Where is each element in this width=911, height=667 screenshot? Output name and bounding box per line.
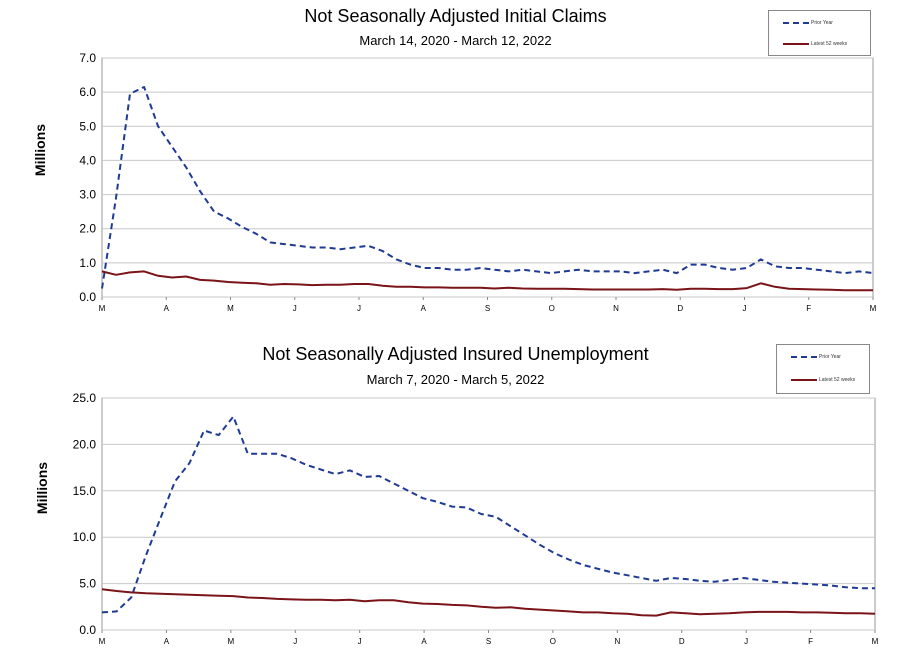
chart-1-y-tick-label: 6.0	[79, 85, 96, 99]
chart-1-plot-frame	[101, 57, 874, 298]
chart-2-y-tick-label: 15.0	[73, 484, 97, 498]
chart-2-x-tick-label: F	[808, 637, 813, 646]
chart-1-y-tick-label: 2.0	[79, 222, 96, 236]
chart-1-y-tick-label: 3.0	[79, 188, 96, 202]
chart-2-legend-label-latest: Latest 52 weeks	[819, 377, 856, 383]
chart-2-title: Not Seasonally Adjusted Insured Unemploy…	[262, 344, 649, 364]
chart-2-legend-item-latest: Latest 52 weeks	[777, 375, 869, 385]
chart-2-x-tick-label: J	[744, 637, 748, 646]
chart-2-x-tick-label: M	[227, 637, 234, 646]
chart-2-x-tick-label: J	[293, 637, 297, 646]
chart-1-x-tick-label: A	[164, 304, 170, 313]
chart-2-x-tick-label: J	[358, 637, 362, 646]
chart-1-x-tick-label: A	[421, 304, 427, 313]
chart-2-x-tick-label: N	[614, 637, 620, 646]
chart-2-legend: Prior Year Latest 52 weeks	[776, 344, 870, 394]
chart-1-x-tick-label: S	[485, 304, 490, 313]
chart-1-x-tick-label: J	[743, 304, 747, 313]
chart-2-series-latest-52-weeks-line	[101, 588, 876, 617]
chart-2-x-tick-label: O	[550, 637, 556, 646]
chart-2-y-tick-label: 5.0	[79, 577, 96, 591]
chart-1-x-tick-label: M	[99, 304, 106, 313]
chart-2-legend-label-prior: Prior Year	[819, 354, 841, 360]
chart-2-y-tick-label: 20.0	[73, 437, 97, 451]
chart-1-y-tick-label: 1.0	[79, 256, 96, 270]
chart-1-legend-item-latest: Latest 52 weeks	[769, 39, 870, 49]
chart-2-y-tick-label: 25.0	[73, 391, 97, 405]
chart-1-y-tick-label: 5.0	[79, 119, 96, 133]
chart-1-subtitle: March 14, 2020 - March 12, 2022	[359, 33, 552, 48]
chart-1-legend-item-prior: Prior Year	[769, 18, 870, 28]
chart-2-x-tick-label: S	[486, 637, 491, 646]
chart-1-x-tick-label: D	[677, 304, 683, 313]
chart-1-x-tick-label: J	[293, 304, 297, 313]
chart-1-x-tick-label: M	[227, 304, 234, 313]
chart-1-series-prior-year-line	[101, 86, 874, 289]
chart-1-x-tick-label: M	[870, 304, 877, 313]
chart-1-y-tick-label: 7.0	[79, 51, 96, 65]
chart-2-plot: 0.0 5.0 10.0 15.0 20.0 25.0 M A M J J A S O N D J F M	[73, 391, 879, 646]
chart-1-y-tick-label: 0.0	[79, 290, 96, 304]
chart-1-legend: Prior Year Latest 52 weeks	[768, 10, 871, 56]
chart-1-legend-label-latest: Latest 52 weeks	[811, 41, 848, 47]
chart-2-x-tick-label: D	[679, 637, 685, 646]
chart-1-plot: 0.0 1.0 2.0 3.0 4.0 5.0 6.0 7.0 M A M J J A S O N D J F M	[79, 51, 877, 313]
chart-2-series-prior-year-line	[101, 415, 875, 614]
chart-1-y-tick-label: 4.0	[79, 153, 96, 167]
chart-2-y-tick-label: 0.0	[79, 623, 96, 637]
chart-2-x-tick-label: A	[164, 637, 170, 646]
legend-solid-line-swatch	[791, 379, 817, 381]
chart-1-series-latest-52-weeks-line	[101, 270, 873, 292]
chart-1-title: Not Seasonally Adjusted Initial Claims	[304, 6, 607, 26]
legend-dashed-line-swatch	[791, 356, 817, 358]
chart-2-legend-item-prior: Prior Year	[777, 352, 869, 362]
chart-2-x-tick-label: M	[99, 637, 106, 646]
chart-1-x-tick-label: J	[357, 304, 361, 313]
chart-2-x-tick-label: A	[421, 637, 427, 646]
chart-1-x-tick-label: O	[549, 304, 555, 313]
chart-1-legend-label-prior: Prior Year	[811, 20, 833, 26]
chart-1-x-tick-label: N	[613, 304, 619, 313]
chart-1-x-tick-label: F	[806, 304, 811, 313]
chart-2-subtitle: March 7, 2020 - March 5, 2022	[366, 372, 545, 387]
chart-2-x-tick-label: M	[872, 637, 879, 646]
legend-solid-line-swatch	[783, 43, 809, 45]
legend-dashed-line-swatch	[783, 22, 809, 24]
chart-2-y-tick-label: 10.0	[73, 530, 97, 544]
